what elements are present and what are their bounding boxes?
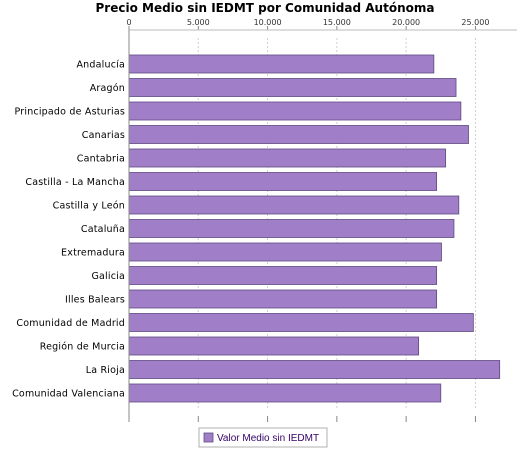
bar	[128, 219, 455, 238]
x-tick-label: 20.000	[392, 18, 420, 27]
category-label: Principado de Asturias	[14, 107, 125, 118]
bar	[128, 101, 462, 121]
bars	[128, 54, 501, 403]
category-label: Cantabria	[77, 154, 125, 165]
bar	[128, 172, 438, 191]
x-tick-label: 0	[126, 18, 131, 27]
category-label: Cataluña	[81, 224, 125, 235]
bar	[128, 313, 474, 332]
category-label: Canarias	[82, 130, 125, 141]
bar	[128, 242, 442, 262]
bar	[128, 125, 469, 144]
legend-box	[198, 427, 328, 448]
category-label: Región de Murcia	[40, 342, 125, 353]
legend[interactable]: Valor Medio sin IEDMT	[198, 427, 328, 448]
bar	[128, 360, 501, 379]
x-axis-ticks: 0 5.000 10.000 15.000 20.000 25.000	[126, 18, 517, 422]
category-label: Castilla y León	[53, 201, 125, 212]
legend-swatch	[203, 432, 214, 443]
x-tick-label: 15.000	[323, 18, 351, 27]
category-label: Illes Balears	[65, 295, 125, 306]
bar	[128, 266, 438, 285]
bar	[128, 289, 438, 309]
bar	[128, 383, 442, 403]
category-label: La Rioja	[86, 365, 125, 376]
legend-label: Valor Medio sin IEDMT	[217, 433, 319, 444]
bar	[128, 195, 460, 215]
category-label: Extremadura	[61, 248, 125, 259]
category-label: Castilla - La Mancha	[25, 177, 125, 188]
x-tick-label: 5.000	[187, 18, 210, 27]
bar	[128, 336, 420, 356]
category-label: Comunidad Valenciana	[12, 389, 125, 400]
bar	[128, 148, 447, 168]
x-tick-label: 25.000	[461, 18, 489, 27]
bar	[128, 78, 457, 97]
category-label: Comunidad de Madrid	[16, 318, 125, 329]
chart-title: Precio Medio sin IEDMT por Comunidad Aut…	[96, 1, 435, 15]
category-label: Aragón	[90, 83, 125, 94]
category-label: Andalucía	[76, 60, 125, 71]
x-tick-label: 10.000	[254, 18, 282, 27]
bar	[128, 54, 435, 74]
category-label: Galicia	[91, 271, 125, 282]
category-labels: Andalucía Aragón Principado de Asturias Can…	[12, 60, 125, 400]
